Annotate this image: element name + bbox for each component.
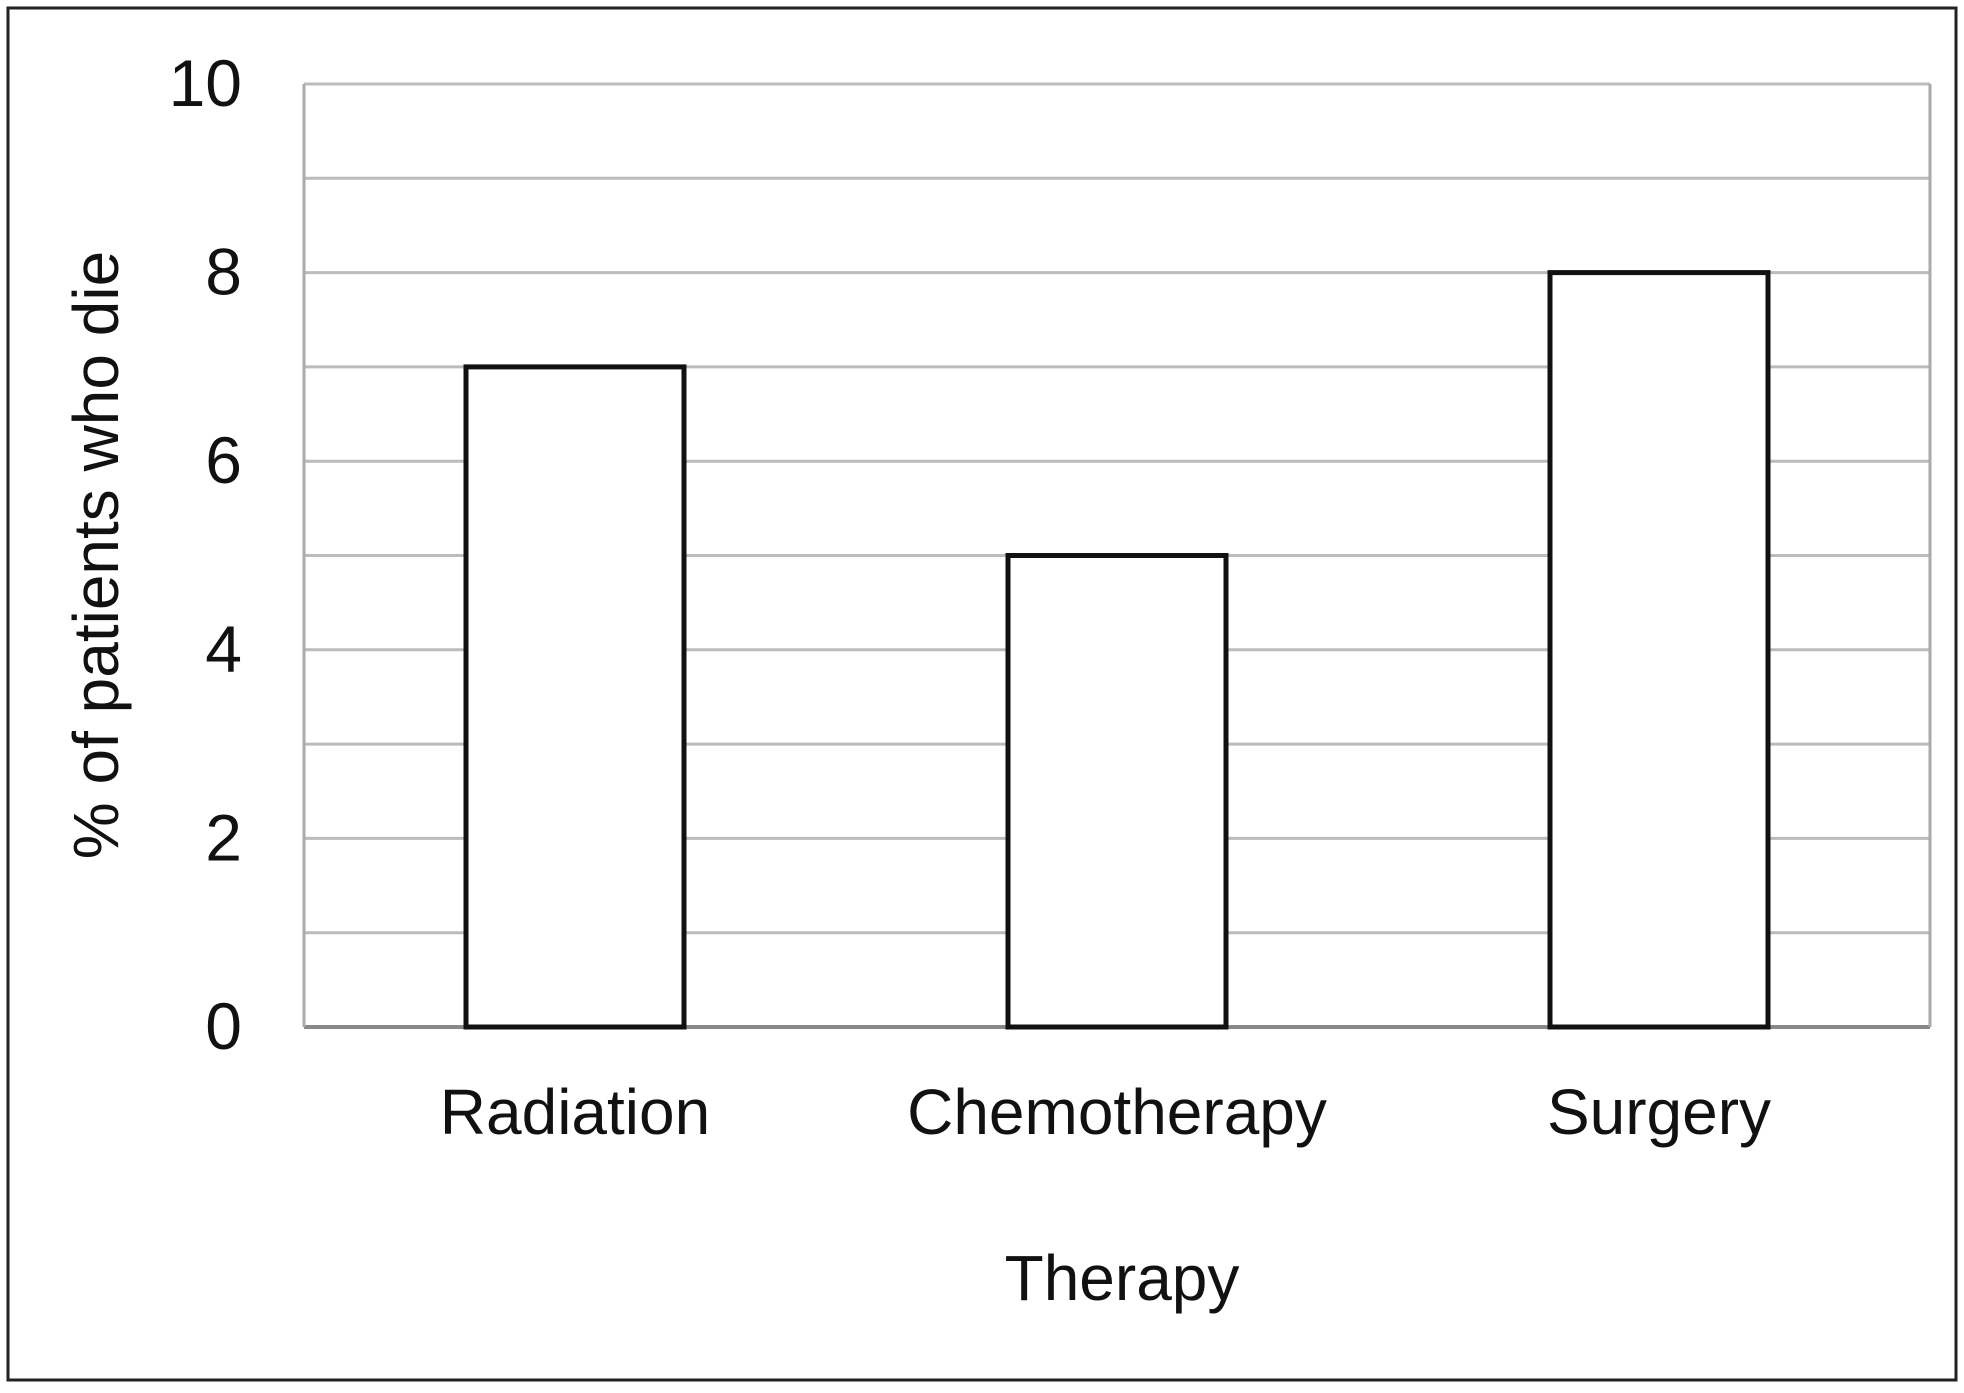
y-tick-label: 8 (205, 235, 242, 309)
y-tick-label: 10 (169, 46, 242, 120)
y-tick-label: 0 (205, 989, 242, 1063)
bar-chemotherapy (1005, 553, 1229, 1030)
y-axis-title: % of patients who die (60, 251, 132, 859)
x-category-label: Surgery (1547, 1076, 1771, 1148)
x-category-label: Radiation (440, 1076, 710, 1148)
x-axis-title: Therapy (1005, 1242, 1240, 1314)
y-tick-label: 6 (205, 423, 242, 497)
x-category-label: Chemotherapy (907, 1076, 1327, 1148)
y-tick-labels: 0 2 4 6 8 10 (169, 46, 242, 1063)
bar-radiation (463, 364, 687, 1030)
bars (463, 270, 1771, 1030)
y-tick-label: 4 (205, 612, 242, 686)
bar-surgery (1547, 270, 1771, 1030)
x-category-labels: Radiation Chemotherapy Surgery (440, 1076, 1771, 1148)
y-tick-label: 2 (205, 800, 242, 874)
